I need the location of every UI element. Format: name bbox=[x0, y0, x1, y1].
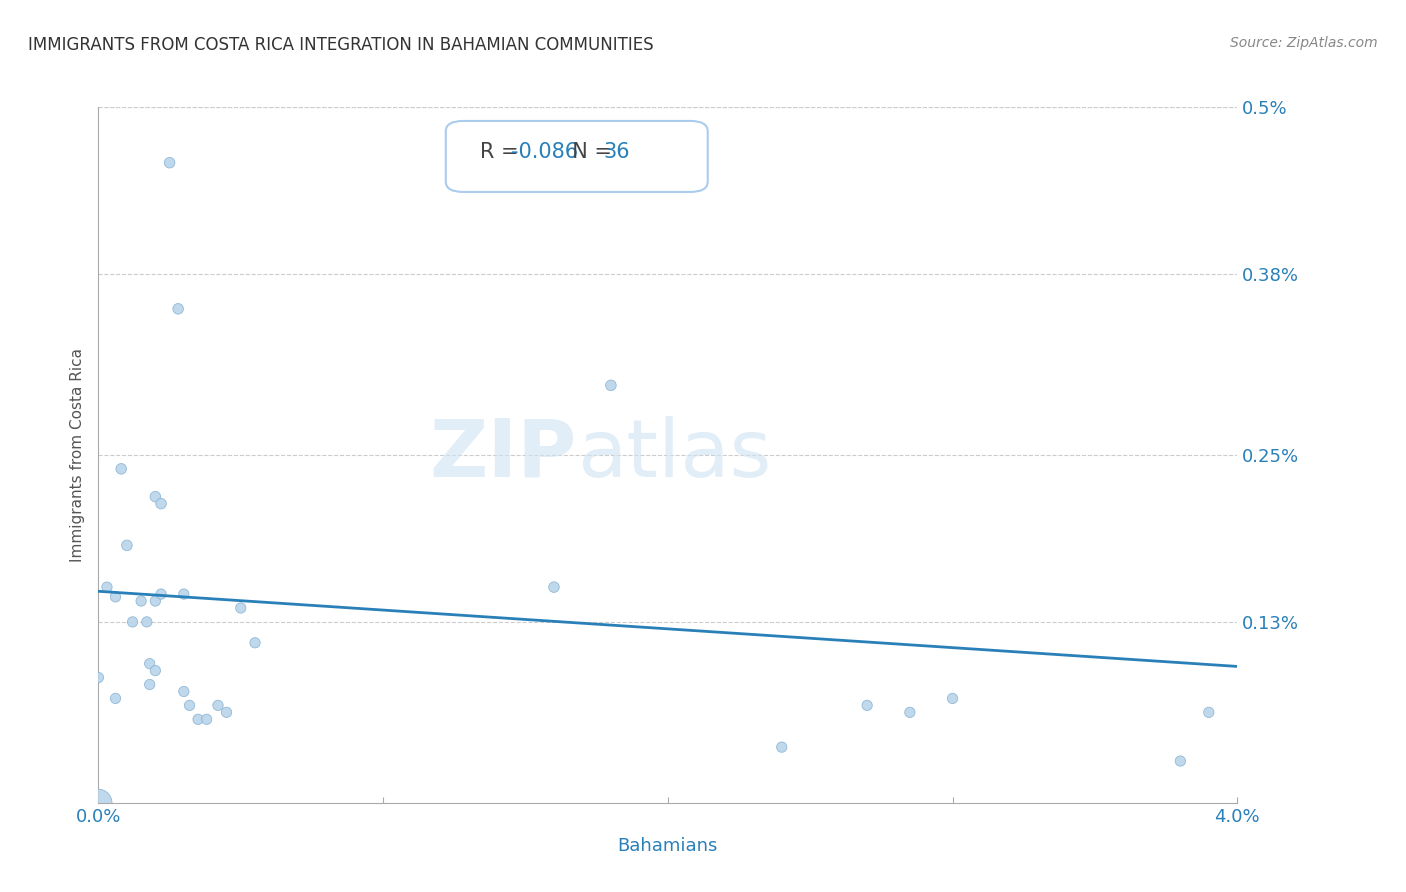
Point bbox=[135, 615, 157, 629]
Point bbox=[87, 796, 110, 810]
Point bbox=[145, 664, 167, 678]
Y-axis label: Immigrants from Costa Rica: Immigrants from Costa Rica bbox=[69, 348, 84, 562]
Point bbox=[150, 497, 173, 511]
Point bbox=[600, 378, 623, 392]
Point bbox=[96, 580, 118, 594]
Point bbox=[145, 490, 167, 504]
Point bbox=[1170, 754, 1192, 768]
FancyBboxPatch shape bbox=[446, 121, 707, 192]
Point bbox=[856, 698, 879, 713]
Text: ZIP: ZIP bbox=[429, 416, 576, 494]
Point bbox=[1198, 706, 1220, 720]
Point bbox=[104, 590, 127, 604]
Point bbox=[159, 155, 181, 169]
Point bbox=[770, 740, 793, 755]
Text: IMMIGRANTS FROM COSTA RICA INTEGRATION IN BAHAMIAN COMMUNITIES: IMMIGRANTS FROM COSTA RICA INTEGRATION I… bbox=[28, 36, 654, 54]
Point bbox=[138, 657, 160, 671]
Point bbox=[138, 677, 160, 691]
Point bbox=[115, 538, 138, 552]
Point bbox=[104, 691, 127, 706]
Text: R =: R = bbox=[479, 142, 526, 161]
Point bbox=[215, 706, 238, 720]
Point bbox=[207, 698, 229, 713]
Text: 36: 36 bbox=[603, 142, 630, 161]
Point bbox=[121, 615, 143, 629]
Point bbox=[179, 698, 201, 713]
Point bbox=[110, 462, 132, 476]
Point bbox=[898, 706, 921, 720]
Point bbox=[195, 712, 218, 726]
Point bbox=[942, 691, 965, 706]
Text: N =: N = bbox=[558, 142, 619, 161]
Text: -0.086: -0.086 bbox=[510, 142, 578, 161]
Text: Source: ZipAtlas.com: Source: ZipAtlas.com bbox=[1230, 36, 1378, 50]
Point bbox=[150, 587, 173, 601]
Point bbox=[173, 587, 195, 601]
Point bbox=[243, 636, 266, 650]
X-axis label: Bahamians: Bahamians bbox=[617, 837, 718, 855]
Point bbox=[145, 594, 167, 608]
Text: atlas: atlas bbox=[576, 416, 770, 494]
Point bbox=[87, 671, 110, 685]
Point bbox=[229, 601, 252, 615]
Point bbox=[129, 594, 152, 608]
Point bbox=[167, 301, 190, 316]
Point bbox=[543, 580, 565, 594]
Point bbox=[187, 712, 209, 726]
Point bbox=[173, 684, 195, 698]
